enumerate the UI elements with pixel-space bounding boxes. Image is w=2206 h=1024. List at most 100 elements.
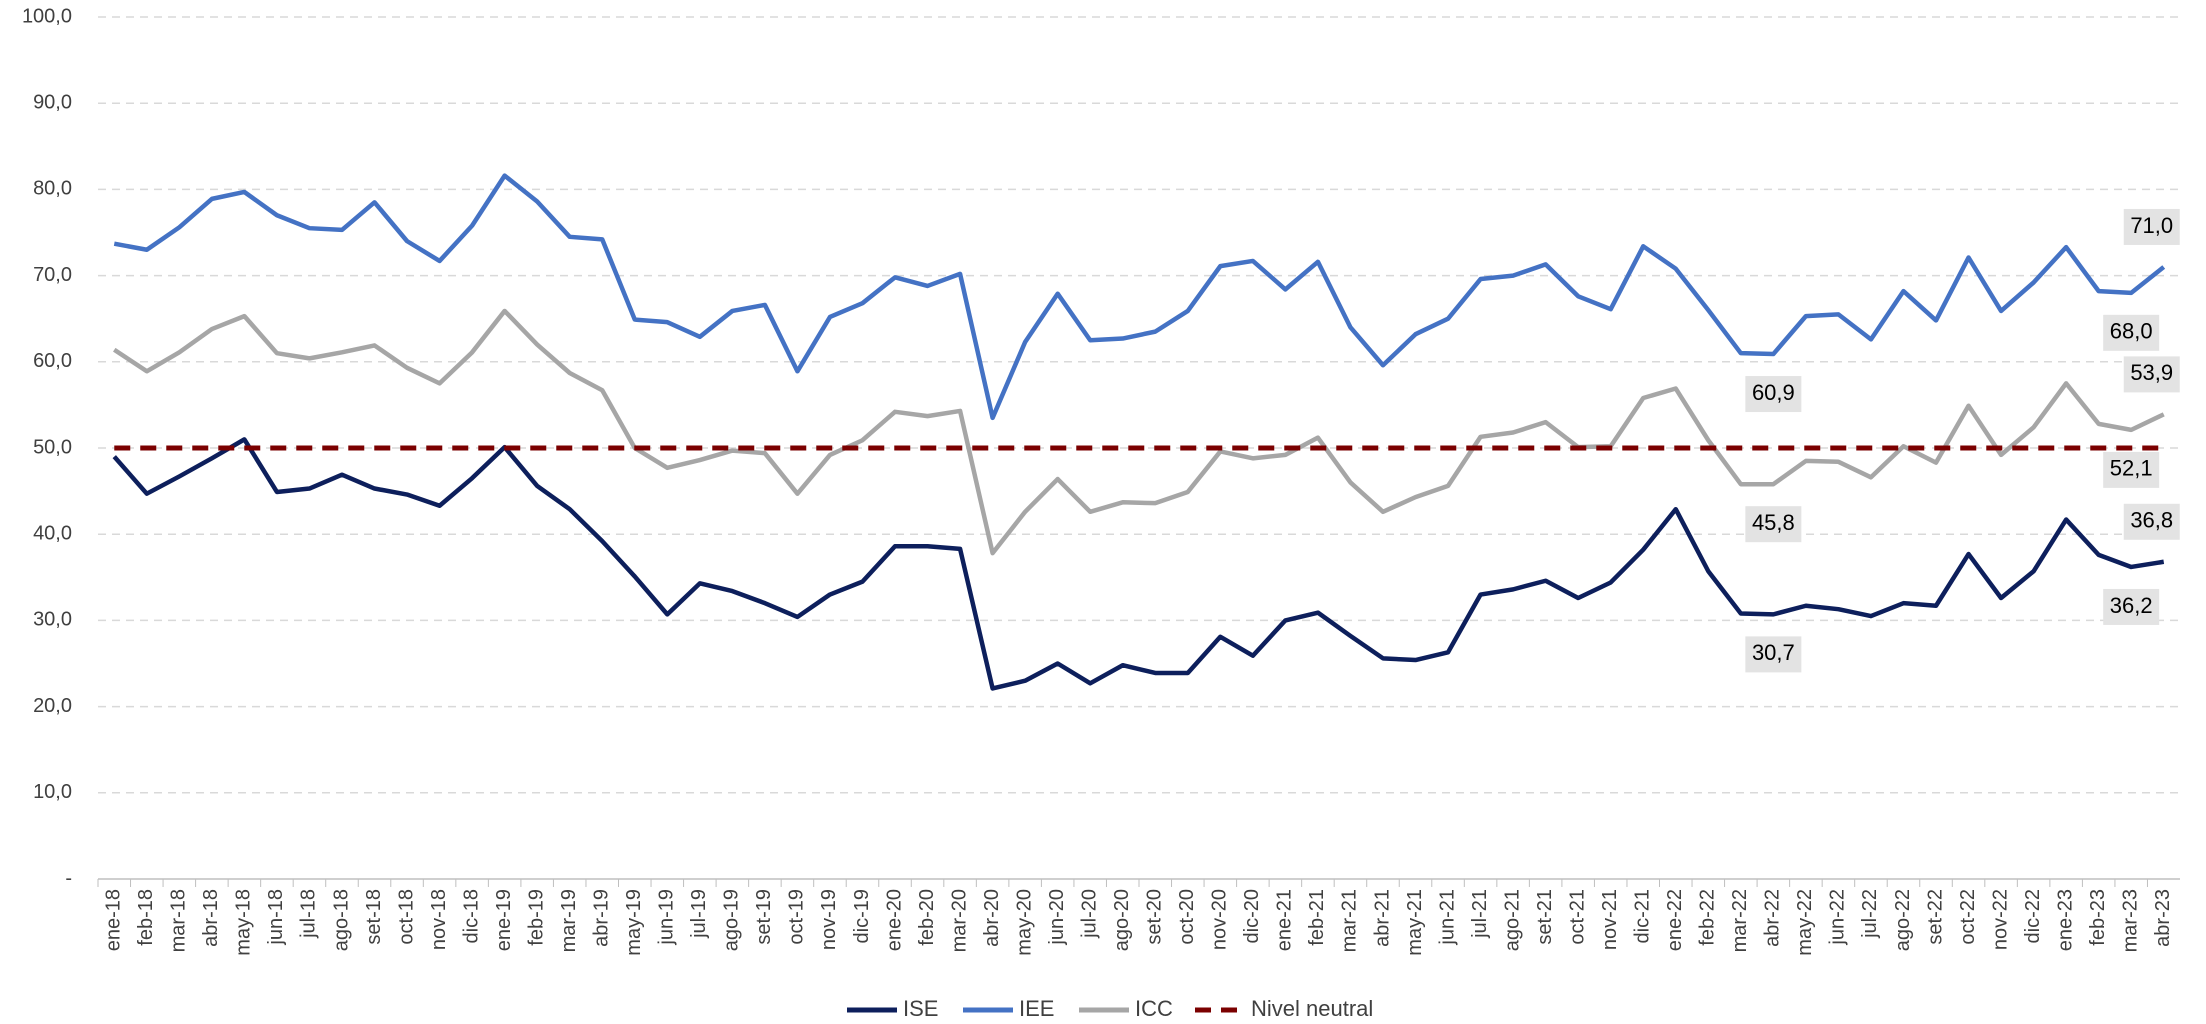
value-label: 30,7 <box>1752 640 1795 665</box>
x-tick-label: ago-20 <box>1111 889 1133 951</box>
x-tick-label: oct-20 <box>1176 889 1198 945</box>
series-line <box>113 173 2166 421</box>
x-tick-label: jul-18 <box>298 889 320 939</box>
y-tick-label: 30,0 <box>33 609 72 631</box>
x-tick-label: dic-21 <box>1632 889 1654 943</box>
x-tick-label: mar-20 <box>948 889 970 952</box>
value-label: 68,0 <box>2110 319 2153 344</box>
x-tick-label: set-22 <box>1924 889 1946 945</box>
value-label-box <box>2103 314 2160 351</box>
x-tick-label: dic-22 <box>2022 889 2044 943</box>
x-tick-label: may-18 <box>233 889 255 956</box>
x-tick-label: feb-20 <box>916 889 938 946</box>
x-tick-label: jun-19 <box>656 889 678 946</box>
value-label-box <box>1745 506 1802 543</box>
x-tick-label: set-19 <box>753 889 775 945</box>
x-tick-label: mar-18 <box>168 889 190 952</box>
x-tick-label: jul-19 <box>688 889 710 939</box>
value-label: 71,0 <box>2130 213 2173 238</box>
value-label-box <box>2123 503 2180 540</box>
legend-label: IEE <box>1019 996 1054 1021</box>
x-tick-label: nov-22 <box>1989 889 2011 950</box>
x-tick-label: may-22 <box>1794 889 1816 956</box>
value-label-box <box>1745 376 1802 413</box>
x-tick-label: jun-21 <box>1436 889 1458 946</box>
x-tick-label: jun-18 <box>265 889 287 946</box>
value-label: 60,9 <box>1752 380 1795 405</box>
x-tick-label: abr-23 <box>2152 889 2174 947</box>
value-label-box <box>1745 636 1802 673</box>
x-tick-label: jun-20 <box>1046 889 1068 946</box>
x-tick-label: mar-23 <box>2119 889 2141 952</box>
x-tick-label: ene-22 <box>1664 889 1686 951</box>
x-tick-label: jul-21 <box>1469 889 1491 939</box>
x-tick-label: feb-19 <box>525 889 547 946</box>
value-label: 53,9 <box>2130 360 2173 385</box>
x-tick-label: may-20 <box>1013 889 1035 956</box>
value-label: 36,8 <box>2130 508 2173 533</box>
x-tick-label: feb-23 <box>2087 889 2109 946</box>
legend-label: ISE <box>903 996 938 1021</box>
x-tick-label: abr-20 <box>981 889 1003 947</box>
value-label-box <box>2103 451 2160 488</box>
x-tick-label: mar-22 <box>1729 889 1751 952</box>
x-tick-label: ago-18 <box>330 889 352 951</box>
x-tick-label: set-18 <box>363 889 385 945</box>
x-tick-label: oct-21 <box>1566 889 1588 945</box>
value-label-box <box>2123 356 2180 393</box>
x-tick-label: nov-18 <box>428 889 450 950</box>
x-tick-label: dic-20 <box>1241 889 1263 943</box>
y-tick-label: 70,0 <box>33 264 72 286</box>
x-tick-label: ene-23 <box>2054 889 2076 951</box>
value-label-box <box>2123 208 2180 245</box>
x-tick-label: nov-20 <box>1209 889 1231 950</box>
value-label: 45,8 <box>1752 510 1795 535</box>
series-line <box>113 308 2165 556</box>
x-tick-label: ago-21 <box>1501 889 1523 951</box>
x-tick-label: abr-21 <box>1371 889 1393 947</box>
x-tick-label: feb-22 <box>1697 889 1719 946</box>
x-tick-label: nov-19 <box>818 889 840 950</box>
x-tick-label: jul-20 <box>1078 889 1100 939</box>
x-tick-label: abr-19 <box>591 889 613 947</box>
y-tick-label: 90,0 <box>33 91 72 113</box>
x-tick-label: set-21 <box>1534 889 1556 945</box>
x-tick-label: dic-18 <box>460 889 482 943</box>
x-tick-label: ene-21 <box>1274 889 1296 951</box>
x-tick-label: ene-18 <box>103 889 125 951</box>
legend-label: ICC <box>1135 996 1173 1021</box>
x-tick-label: oct-19 <box>786 889 808 945</box>
x-tick-label: feb-18 <box>135 889 157 946</box>
x-tick-label: mar-19 <box>558 889 580 952</box>
y-tick-label: 50,0 <box>33 436 72 458</box>
x-tick-label: abr-22 <box>1762 889 1784 947</box>
x-tick-label: ago-22 <box>1892 889 1914 951</box>
x-tick-label: jun-22 <box>1827 889 1849 946</box>
series-line <box>112 437 2165 691</box>
x-tick-label: ago-19 <box>721 889 743 951</box>
x-tick-label: oct-18 <box>395 889 417 945</box>
x-tick-label: feb-21 <box>1306 889 1328 946</box>
y-tick-label: 20,0 <box>33 695 72 717</box>
y-tick-label: - <box>65 867 72 889</box>
x-tick-label: ene-19 <box>493 889 515 951</box>
legend-label: Nivel neutral <box>1251 996 1373 1021</box>
x-tick-label: set-20 <box>1144 889 1166 945</box>
y-tick-label: 80,0 <box>33 178 72 200</box>
y-tick-label: 10,0 <box>33 781 72 803</box>
x-tick-label: mar-21 <box>1339 889 1361 952</box>
value-label: 36,2 <box>2110 593 2153 618</box>
x-tick-label: jul-22 <box>1859 889 1881 939</box>
x-tick-label: ene-20 <box>883 889 905 951</box>
x-tick-label: may-21 <box>1404 889 1426 956</box>
y-tick-label: 60,0 <box>33 350 72 372</box>
y-tick-label: 40,0 <box>33 522 72 544</box>
y-tick-label: 100,0 <box>22 5 72 27</box>
x-tick-label: may-19 <box>623 889 645 956</box>
value-label-box <box>2103 588 2160 625</box>
x-tick-label: abr-18 <box>200 889 222 947</box>
x-tick-label: nov-21 <box>1599 889 1621 950</box>
value-label: 52,1 <box>2110 456 2153 481</box>
x-tick-label: oct-22 <box>1957 889 1979 945</box>
